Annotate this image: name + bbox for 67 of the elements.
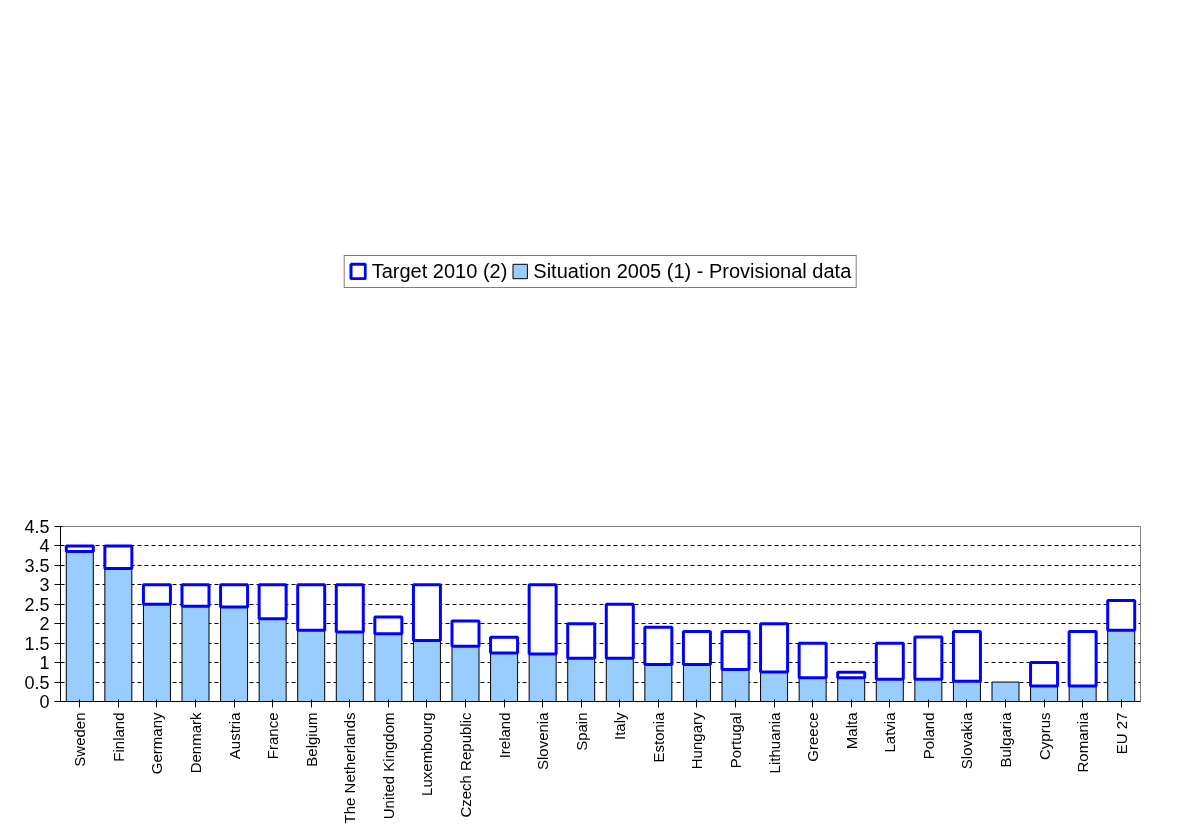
x-tick-label: France — [264, 712, 282, 760]
x-tick-label: Latvia — [881, 711, 899, 753]
x-tick-label: Estonia — [649, 711, 667, 763]
x-tick-label: Cyprus — [1035, 712, 1053, 761]
x-tick-label: Malta — [842, 711, 860, 750]
y-tick-label: 0.5 — [24, 672, 50, 693]
legend-label: Situation 2005 (1) - Provisional data — [533, 259, 852, 283]
bar — [874, 641, 905, 681]
y-tick-label: 1.5 — [24, 633, 50, 654]
x-tick-label: EU 27 — [1112, 712, 1130, 755]
bar — [257, 583, 288, 621]
bar — [334, 583, 365, 634]
bar — [643, 625, 674, 667]
bar — [373, 615, 404, 636]
bar — [797, 641, 828, 680]
bar — [951, 630, 982, 683]
x-tick-label: Hungary — [688, 712, 706, 770]
bar — [411, 583, 442, 642]
bar — [103, 544, 134, 570]
bar — [604, 602, 635, 660]
y-tick-label: 0 — [39, 692, 50, 712]
bar — [141, 583, 172, 606]
y-tick-label: 4 — [39, 536, 50, 557]
y-tick-label: 4.5 — [24, 517, 50, 537]
bar — [759, 622, 790, 674]
bar — [913, 635, 944, 681]
x-tick-label: Bulgaria — [997, 711, 1014, 768]
x-tick-label: Luxembourg — [418, 712, 436, 796]
x-tick-label: Belgium — [302, 712, 320, 767]
bar — [720, 630, 751, 672]
x-tick-label: Finland — [109, 712, 127, 762]
bar — [219, 583, 250, 609]
x-tick-label: Greece — [804, 712, 822, 762]
x-tick-label: Austria — [225, 711, 243, 760]
x-tick-label: Romania — [1074, 711, 1092, 773]
x-tick-label: Italy — [611, 712, 629, 741]
bar — [296, 583, 327, 632]
y-tick-label: 2.5 — [24, 594, 50, 615]
bar — [1106, 598, 1137, 632]
bar — [180, 583, 211, 608]
bar — [450, 619, 481, 648]
bar — [836, 670, 867, 680]
x-tick-label: Ireland — [495, 712, 513, 759]
y-tick-label: 1 — [39, 653, 50, 674]
x-tick-label: Czech Republic — [457, 712, 474, 818]
x-tick-label: Sweden — [71, 712, 89, 767]
bar — [64, 544, 95, 553]
x-tick-label: Poland — [919, 712, 937, 760]
bar — [527, 583, 558, 656]
y-tick-label: 3.5 — [24, 555, 50, 576]
bar — [489, 635, 520, 655]
y-tick-label: 2 — [39, 614, 50, 635]
bar — [1067, 630, 1098, 688]
bar — [566, 622, 597, 660]
bar — [681, 630, 712, 667]
x-tick-label: Portugal — [727, 712, 744, 769]
y-tick-label: 3 — [39, 575, 50, 596]
x-tick-label: Slovakia — [958, 711, 976, 770]
x-tick-label: Lithuania — [765, 711, 783, 774]
x-tick-label: The Netherlands — [341, 712, 359, 824]
x-tick-label: Denmark — [187, 712, 204, 774]
x-tick-label: Spain — [572, 712, 590, 751]
bar — [1029, 661, 1060, 688]
x-tick-label: Slovenia — [534, 711, 552, 771]
x-tick-label: United Kingdom — [379, 712, 397, 820]
legend-label: Target 2010 (2) — [371, 259, 508, 283]
x-tick-label: Germany — [148, 712, 166, 775]
